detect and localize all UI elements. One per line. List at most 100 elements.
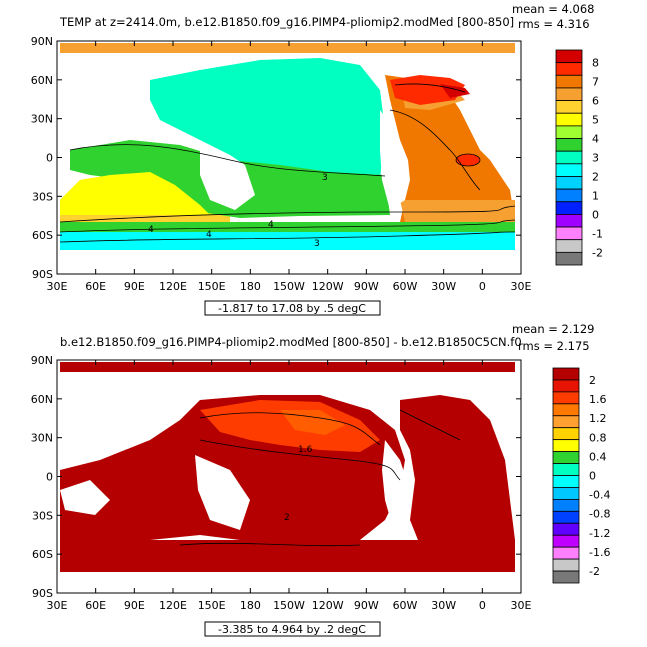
panel-1-range-box <box>204 300 381 316</box>
x-tick-label: 30W <box>431 599 456 612</box>
colorbar-label: 0.4 <box>589 450 607 463</box>
panel-2: b.e12.B1850.f09_g16.PIMP4-pliomip2.modMe… <box>31 322 610 637</box>
colorbar-label: 7 <box>592 76 599 89</box>
panel-2-colorbar-labels: 2 1.6 1.2 0.8 0.4 0 -0.4 -0.8 -1.2 -1.6 -2 <box>589 374 610 578</box>
x-tick-label: 30E <box>511 599 532 612</box>
x-tick-label: 30W <box>431 280 456 293</box>
x-tick-label: 120E <box>159 599 187 612</box>
y-tick-label: 90N <box>31 354 53 367</box>
colorbar-swatch <box>555 49 583 64</box>
y-tick-label: 90N <box>31 35 53 48</box>
colorbar-swatch <box>552 534 580 548</box>
colorbar-swatch <box>552 522 580 536</box>
y-tick-label: 60N <box>31 74 53 87</box>
contour-label: 4 <box>148 225 154 235</box>
panel-2-mean: mean = 2.129 <box>512 322 594 336</box>
colorbar-swatch <box>552 546 580 560</box>
panel-1-title: TEMP at z=2414.0m, b.e12.B1850.f09_g16.P… <box>59 15 514 29</box>
panel-2-range-box <box>204 621 381 637</box>
colorbar-label: -2 <box>592 246 603 259</box>
colorbar-label: -1 <box>592 227 603 240</box>
x-tick-label: 30E <box>47 599 68 612</box>
y-tick-label: 30N <box>31 113 53 126</box>
panel-2-y-axis: 90N 60N 30N 0 30S 60S 90S <box>31 354 521 600</box>
colorbar-label: -2 <box>589 565 600 578</box>
colorbar-label: 1 <box>592 189 599 202</box>
colorbar-swatch <box>555 125 583 139</box>
panel-1-mean: mean = 4.068 <box>512 2 594 16</box>
colorbar-label: -1.2 <box>589 527 610 540</box>
colorbar-swatch <box>555 201 583 215</box>
x-tick-label: 120E <box>159 280 187 293</box>
x-tick-label: 150E <box>198 280 226 293</box>
colorbar-label: 1.6 <box>589 393 607 406</box>
contour-label: 3 <box>322 173 328 183</box>
colorbar-label: 0.8 <box>589 431 607 444</box>
contour-label: 4 <box>206 230 212 240</box>
colorbar-label: 8 <box>592 57 599 70</box>
colorbar-swatch <box>555 214 583 228</box>
panel-2-title: b.e12.B1850.f09_g16.PIMP4-pliomip2.modMe… <box>60 335 522 349</box>
colorbar-swatch <box>552 475 580 488</box>
x-tick-label: 90E <box>124 280 145 293</box>
x-tick-label: 60E <box>85 599 106 612</box>
panel-1-rms: rms = 4.316 <box>518 17 590 31</box>
y-tick-label: 30S <box>32 509 53 522</box>
colorbar-swatch <box>555 251 583 266</box>
colorbar-swatch <box>555 112 583 127</box>
panel-1-colorbar <box>555 49 583 266</box>
colorbar-swatch <box>552 403 580 417</box>
colorbar-label: 1.2 <box>589 412 607 425</box>
colorbar-label: 5 <box>592 114 599 127</box>
panel-2-map: 1.6 2 <box>56 359 522 594</box>
colorbar-swatch <box>555 138 583 152</box>
colorbar-swatch <box>552 451 580 464</box>
x-tick-label: 180 <box>240 280 261 293</box>
x-tick-label: 90W <box>354 599 379 612</box>
x-tick-label: 150W <box>273 280 305 293</box>
contour-label: 3 <box>314 239 320 249</box>
x-tick-label: 120W <box>312 280 344 293</box>
colorbar-swatch <box>552 391 580 405</box>
y-tick-label: 30N <box>31 432 53 445</box>
x-tick-label: 30E <box>47 280 68 293</box>
panel-2-range-label: -3.385 to 4.964 by .2 degC <box>218 623 366 636</box>
y-tick-label: 60S <box>32 548 53 561</box>
colorbar-swatch <box>552 463 580 476</box>
y-tick-label: 30S <box>32 190 53 203</box>
panel-1-map: 3 4 4 4 3 <box>56 40 522 275</box>
arctic-band <box>60 43 515 53</box>
x-tick-label: 180 <box>240 599 261 612</box>
x-tick-label: 0 <box>479 599 486 612</box>
y-tick-label: 60N <box>31 393 53 406</box>
colorbar-swatch <box>555 62 583 76</box>
colorbar-swatch <box>555 100 583 114</box>
x-tick-label: 0 <box>479 280 486 293</box>
colorbar-swatch <box>555 87 583 101</box>
colorbar-swatch <box>555 188 583 203</box>
colorbar-label: 2 <box>592 170 599 183</box>
contour-label: 4 <box>268 220 274 230</box>
x-tick-label: 120W <box>312 599 344 612</box>
panel-2-x-axis: 30E 60E 90E 120E 150E 180 150W 120W 90W 60W 30W 0 30… <box>47 360 532 612</box>
x-tick-label: 60W <box>393 280 418 293</box>
colorbar-swatch <box>552 379 580 393</box>
colorbar-swatch <box>555 226 583 241</box>
colorbar-swatch <box>555 239 583 253</box>
x-tick-label: 150W <box>273 599 305 612</box>
colorbar-label: 4 <box>592 133 599 146</box>
colorbar-label: 6 <box>592 95 599 108</box>
x-tick-label: 60W <box>393 599 418 612</box>
x-tick-label: 90E <box>124 599 145 612</box>
panel-2-rms: rms = 2.175 <box>518 339 590 353</box>
panel-1-x-axis: 30E 60E 90E 120E 150E 180 150W 120W 90W 60W 30W 0 30… <box>47 41 532 293</box>
colorbar-label: 0 <box>589 470 596 483</box>
colorbar-swatch <box>555 176 583 190</box>
colorbar-swatch <box>552 439 580 453</box>
panel-2-colorbar <box>552 367 580 584</box>
colorbar-label: 0 <box>592 208 599 221</box>
colorbar-swatch <box>552 510 580 524</box>
y-tick-label: 60S <box>32 229 53 242</box>
colorbar-swatch <box>552 570 580 584</box>
